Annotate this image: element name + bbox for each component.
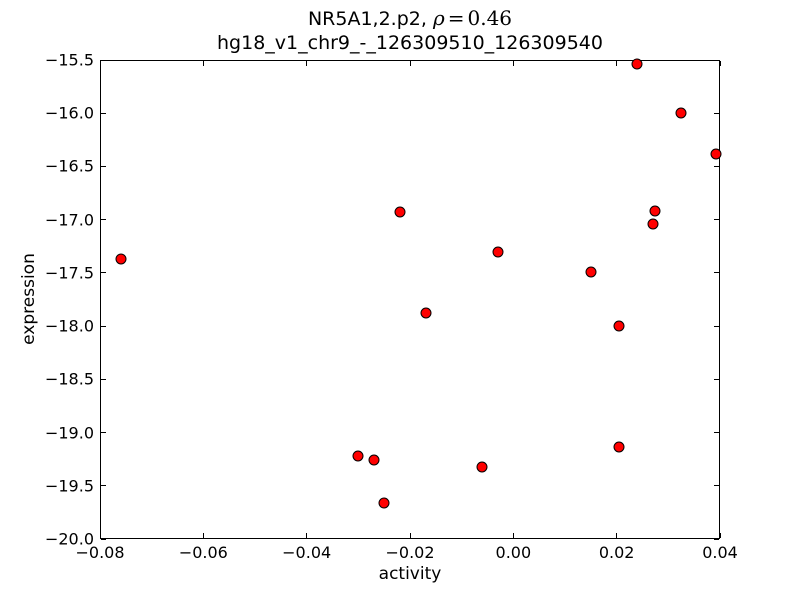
x-tick-mark-top — [719, 61, 721, 66]
y-tick-label: −20.0 — [44, 529, 94, 549]
data-point — [675, 107, 687, 119]
y-tick-mark-left — [101, 538, 106, 540]
y-tick-label: −17.5 — [44, 263, 94, 283]
y-tick-label: −15.5 — [44, 50, 94, 70]
y-tick-mark-left — [101, 432, 106, 434]
x-tick-mark-top — [306, 61, 308, 66]
equals-sign: = — [447, 6, 465, 30]
chart-title-line1: NR5A1,2.p2, ρ = 0.46 — [100, 6, 720, 31]
x-tick-mark-bottom — [616, 533, 618, 538]
data-point — [585, 266, 597, 278]
y-tick-label: −17.0 — [44, 210, 94, 230]
x-tick-mark-bottom — [99, 533, 101, 538]
x-axis-label: activity — [378, 564, 442, 584]
y-axis-label: expression — [19, 253, 39, 345]
x-tick-mark-top — [512, 61, 514, 66]
x-tick-mark-bottom — [409, 533, 411, 538]
y-tick-label: −16.5 — [44, 156, 94, 176]
x-tick-mark-bottom — [306, 533, 308, 538]
y-tick-mark-left — [101, 325, 106, 327]
data-point — [492, 246, 504, 258]
data-point — [649, 205, 661, 217]
data-point — [647, 218, 659, 230]
data-point — [378, 497, 390, 509]
x-tick-label: −0.08 — [75, 543, 125, 562]
x-tick-label: 0.04 — [702, 543, 738, 562]
data-point — [710, 148, 722, 160]
x-tick-mark-bottom — [512, 533, 514, 538]
y-tick-label: −16.0 — [44, 103, 94, 123]
y-tick-mark-right — [714, 485, 719, 487]
rho-value: 0.46 — [467, 6, 513, 30]
plot-area — [100, 60, 720, 539]
x-tick-mark-top — [99, 61, 101, 66]
data-point — [476, 461, 488, 473]
x-tick-mark-bottom — [719, 533, 721, 538]
chart-title-line2: hg18_v1_chr9_-_126309510_126309540 — [217, 32, 603, 54]
x-tick-label: −0.02 — [385, 543, 435, 562]
rho-symbol: ρ — [432, 6, 445, 30]
x-tick-mark-top — [409, 61, 411, 66]
chart-title: NR5A1,2.p2, ρ = 0.46 hg18_v1_chr9_-_126309… — [100, 6, 720, 55]
chart-title-gene-name: NR5A1,2.p2, — [307, 8, 433, 30]
y-tick-mark-left — [101, 272, 106, 274]
y-tick-mark-right — [714, 325, 719, 327]
data-point — [613, 320, 625, 332]
y-tick-label: −19.0 — [44, 423, 94, 443]
x-tick-mark-bottom — [202, 533, 204, 538]
y-tick-mark-left — [101, 165, 106, 167]
data-point — [352, 450, 364, 462]
y-tick-mark-right — [714, 59, 719, 61]
data-point — [420, 307, 431, 319]
y-tick-label: −18.5 — [44, 369, 94, 389]
chart-title-rho-expression: ρ = 0.46 — [433, 6, 512, 30]
x-tick-label: −0.04 — [282, 543, 332, 562]
y-tick-mark-right — [714, 219, 719, 221]
y-tick-mark-right — [714, 538, 719, 540]
data-point — [631, 58, 643, 70]
x-tick-mark-top — [616, 61, 618, 66]
data-point — [613, 441, 625, 453]
y-tick-label: −19.5 — [44, 476, 94, 496]
y-tick-mark-left — [101, 219, 106, 221]
x-tick-mark-top — [202, 61, 204, 66]
data-point — [394, 206, 406, 218]
y-tick-mark-right — [714, 165, 719, 167]
y-tick-mark-left — [101, 112, 106, 114]
data-point — [368, 454, 380, 466]
y-tick-mark-right — [714, 112, 719, 114]
y-tick-mark-right — [714, 378, 719, 380]
x-tick-label: 0.00 — [495, 543, 532, 562]
x-tick-label: 0.02 — [598, 543, 635, 562]
y-tick-label: −18.0 — [44, 316, 94, 336]
data-point — [115, 253, 127, 265]
y-tick-mark-left — [101, 485, 106, 487]
y-tick-mark-left — [101, 378, 106, 380]
y-tick-mark-right — [714, 272, 719, 274]
x-tick-label: −0.06 — [178, 543, 228, 562]
y-tick-mark-right — [714, 432, 719, 434]
y-tick-mark-left — [101, 59, 106, 61]
